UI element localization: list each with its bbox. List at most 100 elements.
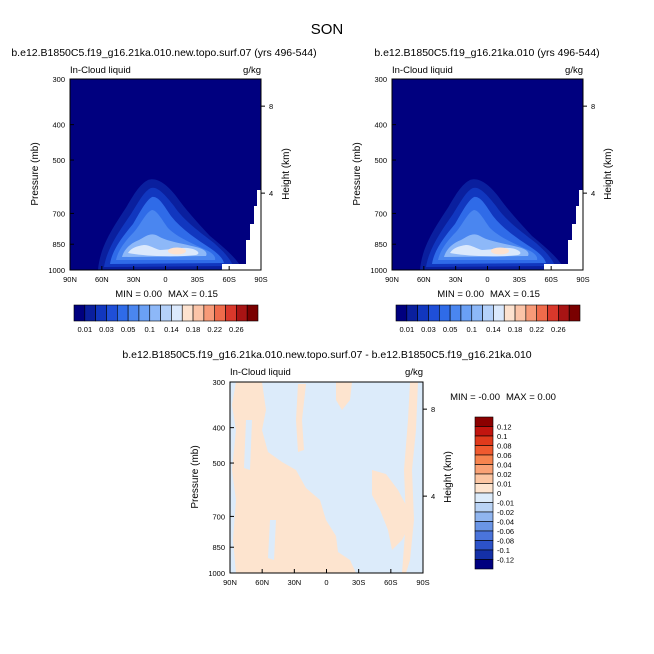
panel-2-colorbar: 0.01 0.03 0.05 0.1 0.14 0.18 0.22 0.26 bbox=[395, 304, 581, 334]
panel-2-y2-axis: 84 bbox=[583, 102, 595, 198]
panel-1-colorbar-swatch bbox=[84, 304, 96, 322]
panel-1-min-label: MIN = 0.00 bbox=[115, 289, 162, 300]
panel-2-title: b.e12.B1850C5.f19_g16.21ka.010 (yrs 496-… bbox=[374, 47, 599, 59]
panel-1-colorbar-label: 0.18 bbox=[186, 325, 201, 334]
panel-3-y-tick-label: 500 bbox=[212, 459, 225, 468]
panel-1-colorbar-swatch bbox=[246, 304, 259, 322]
panel-1-y-tick-label: 300 bbox=[52, 75, 65, 84]
panel-1-units: g/kg bbox=[243, 65, 261, 76]
panel-1-colorbar-swatch bbox=[203, 304, 216, 322]
panel-2-colorbar-label: 0.05 bbox=[443, 325, 458, 334]
panel-1-colorbar-label: 0.01 bbox=[78, 325, 93, 334]
panel-3-colorbar-swatch bbox=[474, 502, 494, 513]
panel-3-x-tick-label: 60S bbox=[384, 578, 397, 587]
panel-2-contour-peak bbox=[491, 247, 509, 255]
panel-1-colorbar-label: 0.22 bbox=[207, 325, 222, 334]
panel-3-x-tick-label: 30N bbox=[287, 578, 301, 587]
panel-3-left-label: In-Cloud liquid bbox=[230, 367, 291, 378]
panel-2-left-label: In-Cloud liquid bbox=[392, 65, 453, 76]
panel-3-colorbar-swatch bbox=[474, 464, 494, 475]
panel-2-y-axis: 300 400 500 700 850 1000 bbox=[370, 75, 396, 275]
panel-2-colorbar-swatch bbox=[471, 304, 483, 322]
panel-1-y2-label: Height (km) bbox=[281, 148, 292, 200]
panel-2-x-tick-label: 60S bbox=[544, 275, 557, 284]
panel-2-colorbar-swatch bbox=[503, 304, 516, 322]
panel-1-colorbar-swatch bbox=[192, 304, 205, 322]
panel-3-y-axis: 300 400 500 700 850 1000 bbox=[208, 378, 234, 578]
panel-2-y-label: Pressure (mb) bbox=[352, 142, 363, 205]
panel-2-colorbar-label: 0.01 bbox=[400, 325, 415, 334]
panel-3-colorbar-label: 0.02 bbox=[497, 470, 512, 479]
panel-1-y-tick-label: 500 bbox=[52, 156, 65, 165]
panel-1-y-tick-label: 400 bbox=[52, 121, 65, 130]
panel-3-colorbar-swatch bbox=[474, 426, 494, 437]
panel-3-colorbar-label: 0.01 bbox=[497, 480, 512, 489]
panel-1-colorbar-label: 0.05 bbox=[121, 325, 136, 334]
panel-3-colorbar-label: -0.01 bbox=[497, 499, 514, 508]
panel-2-min-label: MIN = 0.00 bbox=[437, 289, 484, 300]
panel-2-masked-topo bbox=[544, 190, 583, 270]
panel-3-x-tick-label: 0 bbox=[324, 578, 328, 587]
panel-3-positive-region-top bbox=[336, 382, 352, 410]
panel-1-x-tick-label: 30S bbox=[191, 275, 204, 284]
panel-3-colorbar-label: -0.02 bbox=[497, 508, 514, 517]
panel-2-colorbar-label: 0.03 bbox=[421, 325, 436, 334]
panel-1-x-tick-label: 90S bbox=[254, 275, 267, 284]
panel-1-x-tick-label: 60S bbox=[222, 275, 235, 284]
panel-2-y2-label: Height (km) bbox=[603, 148, 614, 200]
panel-1-y-tick-label: 1000 bbox=[48, 266, 65, 275]
panel-3-colorbar-swatch bbox=[474, 445, 494, 456]
panel-2-colorbar-swatch bbox=[493, 304, 505, 322]
panel-3-colorbar-swatch bbox=[474, 521, 494, 532]
panel-3-contours bbox=[232, 382, 418, 573]
panel-3-colorbar-swatch bbox=[474, 540, 494, 551]
panel-3-x-axis: 90N 60N 30N 0 30S 60S 90S bbox=[223, 569, 430, 587]
panel-1-max-label: MAX = 0.15 bbox=[168, 289, 218, 300]
panel-3-negative-specks bbox=[244, 420, 276, 560]
panel-1-colorbar-swatch bbox=[138, 304, 151, 322]
panel-1-x-tick-label: 90N bbox=[63, 275, 77, 284]
panel-1-colorbar-swatch bbox=[106, 304, 118, 322]
panel-3-colorbar-label: 0.06 bbox=[497, 451, 512, 460]
panel-2-colorbar-label: 0.14 bbox=[486, 325, 501, 334]
panel-3-positive-region-edge bbox=[402, 382, 418, 573]
panel-2-colorbar-swatch bbox=[417, 304, 429, 322]
panel-1-y-axis: 300 400 500 700 850 1000 bbox=[48, 75, 74, 275]
panel-2-y-tick-label: 500 bbox=[374, 156, 387, 165]
panel-2-x-tick-label: 30N bbox=[449, 275, 463, 284]
panel-2-colorbar-swatch bbox=[428, 304, 440, 322]
panel-3-colorbar-label: 0.08 bbox=[497, 442, 512, 451]
panel-3-colorbar-label: -0.12 bbox=[497, 556, 514, 565]
panel-2-x-tick-label: 90S bbox=[576, 275, 589, 284]
panel-2-max-label: MAX = 0.15 bbox=[490, 289, 540, 300]
panel-3-x-tick-label: 90N bbox=[223, 578, 237, 587]
panel-2-colorbar-swatch bbox=[547, 304, 559, 322]
panel-3-x-tick-label: 90S bbox=[416, 578, 429, 587]
panel-3-positive-region-main bbox=[232, 382, 356, 573]
panel-bottom-difference: b.e12.B1850C5.f19_g16.21ka.010.new.topo.… bbox=[122, 349, 556, 587]
panel-3-x-tick-label: 60N bbox=[255, 578, 269, 587]
panel-2-colorbar-swatch bbox=[568, 304, 581, 322]
panel-2-x-tick-label: 60N bbox=[417, 275, 431, 284]
panel-1-colorbar-label: 0.1 bbox=[145, 325, 155, 334]
panel-3-colorbar-label: 0.04 bbox=[497, 461, 512, 470]
panel-2-x-tick-label: 30S bbox=[513, 275, 526, 284]
panel-3-colorbar-swatch bbox=[474, 530, 494, 541]
panel-3-max-label: MAX = 0.00 bbox=[506, 392, 556, 403]
panel-1-colorbar-label: 0.03 bbox=[99, 325, 114, 334]
panel-2-units: g/kg bbox=[565, 65, 583, 76]
panel-3-colorbar-swatch bbox=[474, 435, 494, 446]
panel-1-left-label: In-Cloud liquid bbox=[70, 65, 131, 76]
panel-3-positive-region-right bbox=[372, 470, 410, 550]
panel-1-colorbar-swatch bbox=[149, 304, 161, 322]
panel-3-y-tick-label: 850 bbox=[212, 543, 225, 552]
panel-3-min-label: MIN = -0.00 bbox=[450, 392, 500, 403]
panel-1-x-tick-label: 30N bbox=[127, 275, 141, 284]
panel-1-x-tick-label: 60N bbox=[95, 275, 109, 284]
panel-3-colorbar-label: -0.1 bbox=[497, 546, 510, 555]
panel-1-y-tick-label: 850 bbox=[52, 240, 65, 249]
panel-1-colorbar-swatch bbox=[127, 304, 140, 322]
panel-3-positive-region-band bbox=[296, 384, 306, 452]
panel-3-colorbar-label: 0.12 bbox=[497, 423, 512, 432]
panel-2-x-axis: 90N 60N 30N 0 30S 60S 90S bbox=[385, 266, 590, 284]
